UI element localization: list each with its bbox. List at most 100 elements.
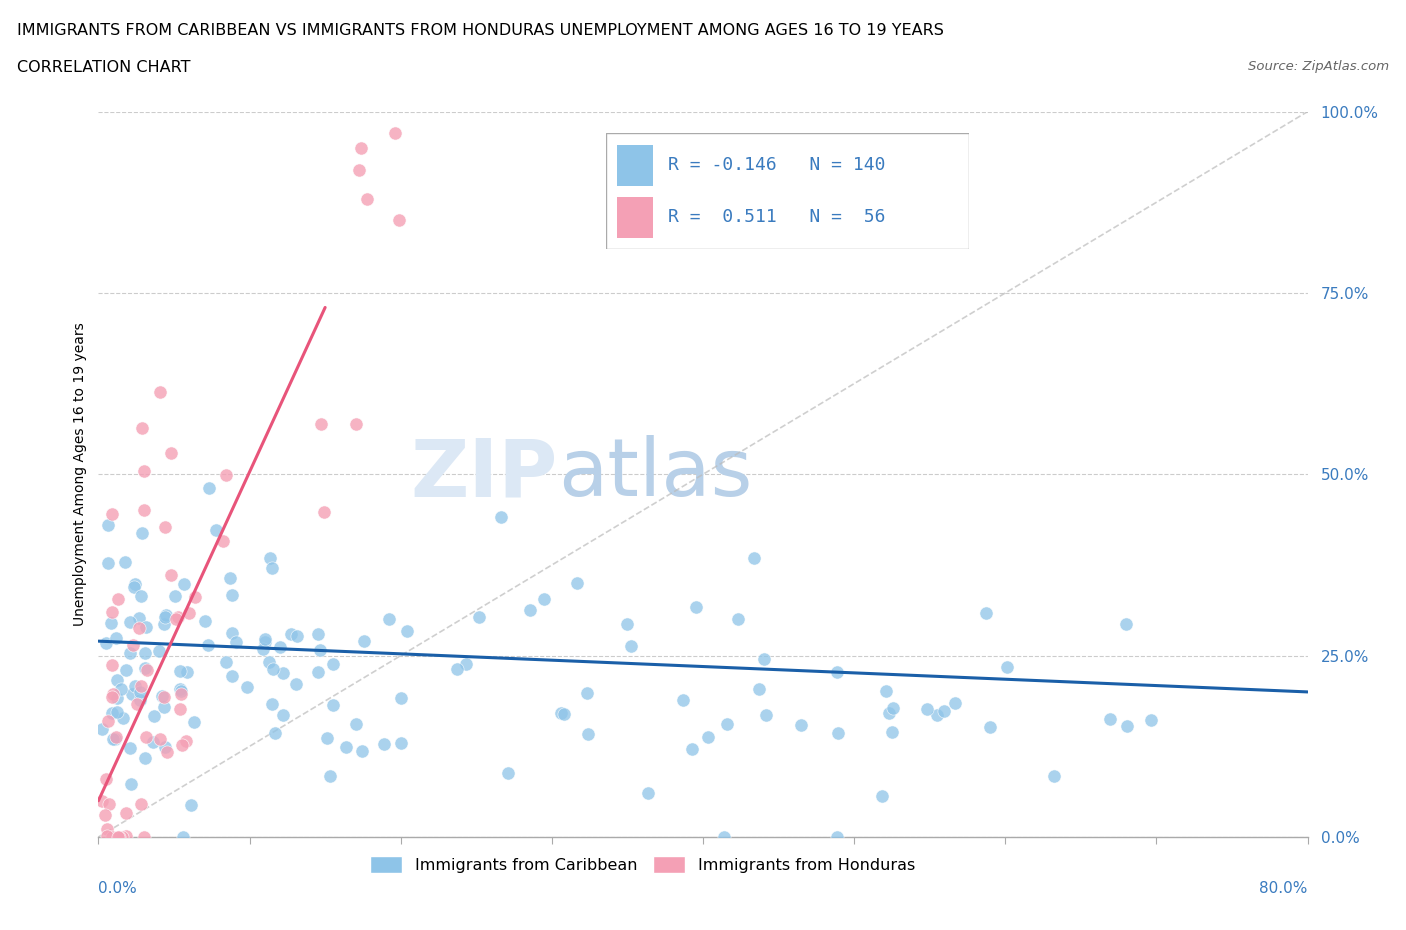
- Text: CORRELATION CHART: CORRELATION CHART: [17, 60, 190, 75]
- Point: [101, 690, 124, 705]
- Point: [120, 740, 142, 755]
- Text: 80.0%: 80.0%: [1260, 881, 1308, 896]
- Y-axis label: Unemployment Among Ages 16 to 19 years: Unemployment Among Ages 16 to 19 years: [73, 323, 87, 626]
- Point: [134, 729, 156, 744]
- Point: [107, 592, 129, 607]
- Point: [882, 724, 904, 739]
- Point: [129, 797, 152, 812]
- Point: [134, 830, 156, 844]
- Point: [153, 739, 176, 754]
- Point: [96, 829, 118, 844]
- Point: [103, 732, 125, 747]
- Point: [97, 555, 120, 570]
- Point: [97, 517, 120, 532]
- Point: [377, 611, 399, 626]
- Point: [827, 726, 849, 741]
- Point: [1099, 711, 1122, 726]
- Point: [384, 126, 406, 140]
- Point: [350, 140, 373, 155]
- Point: [271, 708, 294, 723]
- Point: [312, 505, 335, 520]
- Text: IMMIGRANTS FROM CARIBBEAN VS IMMIGRANTS FROM HONDURAS UNEMPLOYMENT AMONG AGES 16: IMMIGRANTS FROM CARIBBEAN VS IMMIGRANTS …: [17, 23, 943, 38]
- Point: [565, 576, 588, 591]
- Point: [101, 830, 124, 844]
- Point: [396, 623, 419, 638]
- Point: [344, 716, 367, 731]
- Point: [254, 634, 277, 649]
- Point: [870, 789, 893, 804]
- Point: [94, 808, 117, 823]
- Point: [877, 705, 900, 720]
- Point: [149, 732, 172, 747]
- Point: [194, 613, 217, 628]
- Point: [550, 705, 572, 720]
- Point: [170, 684, 193, 698]
- Point: [307, 664, 329, 679]
- Point: [468, 609, 491, 624]
- Point: [825, 665, 848, 680]
- Point: [1042, 769, 1064, 784]
- Point: [128, 684, 150, 699]
- Point: [173, 576, 195, 591]
- Point: [108, 830, 131, 844]
- Point: [101, 507, 124, 522]
- Point: [152, 690, 174, 705]
- Point: [353, 633, 375, 648]
- Point: [124, 678, 146, 693]
- Point: [172, 737, 194, 752]
- Point: [155, 607, 177, 622]
- Point: [176, 665, 198, 680]
- Point: [91, 722, 114, 737]
- Point: [129, 693, 152, 708]
- Point: [259, 655, 281, 670]
- Point: [122, 579, 145, 594]
- Point: [112, 711, 135, 725]
- Point: [681, 741, 703, 756]
- Point: [319, 768, 342, 783]
- Point: [716, 716, 738, 731]
- Point: [91, 793, 114, 808]
- Point: [101, 658, 124, 672]
- Point: [1115, 718, 1137, 733]
- Point: [637, 785, 659, 800]
- Point: [122, 638, 145, 653]
- Point: [491, 510, 513, 525]
- Point: [169, 663, 191, 678]
- Point: [96, 821, 118, 836]
- Point: [446, 661, 468, 676]
- Point: [533, 591, 555, 606]
- Point: [121, 686, 143, 701]
- Point: [347, 162, 370, 177]
- Point: [105, 705, 128, 720]
- Point: [172, 830, 194, 844]
- Point: [934, 704, 956, 719]
- Point: [315, 730, 337, 745]
- Point: [132, 464, 155, 479]
- Point: [219, 571, 242, 586]
- Point: [125, 697, 148, 711]
- Point: [135, 619, 157, 634]
- Point: [269, 640, 291, 655]
- Point: [183, 715, 205, 730]
- Point: [177, 605, 200, 620]
- Point: [672, 692, 695, 707]
- Point: [221, 588, 243, 603]
- Point: [149, 384, 172, 399]
- Point: [204, 523, 226, 538]
- Point: [221, 626, 243, 641]
- Point: [875, 684, 897, 698]
- Point: [136, 662, 159, 677]
- Point: [111, 830, 134, 844]
- Point: [148, 643, 170, 658]
- Point: [350, 744, 373, 759]
- Point: [98, 796, 121, 811]
- Point: [727, 611, 749, 626]
- Text: atlas: atlas: [558, 435, 752, 513]
- Point: [236, 680, 259, 695]
- Point: [943, 695, 966, 710]
- Point: [101, 686, 124, 701]
- Point: [882, 700, 904, 715]
- Point: [713, 830, 735, 844]
- Point: [259, 551, 281, 565]
- Point: [309, 417, 332, 432]
